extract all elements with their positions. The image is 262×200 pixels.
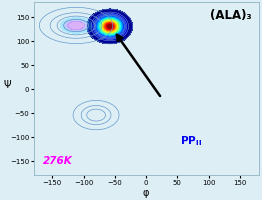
Text: (ALA)₃: (ALA)₃ — [210, 9, 252, 22]
X-axis label: φ: φ — [143, 187, 149, 197]
Text: 276K: 276K — [43, 155, 72, 165]
Y-axis label: Ψ: Ψ — [3, 79, 11, 89]
Text: PP$_{\mathregular{II}}$: PP$_{\mathregular{II}}$ — [180, 134, 202, 148]
